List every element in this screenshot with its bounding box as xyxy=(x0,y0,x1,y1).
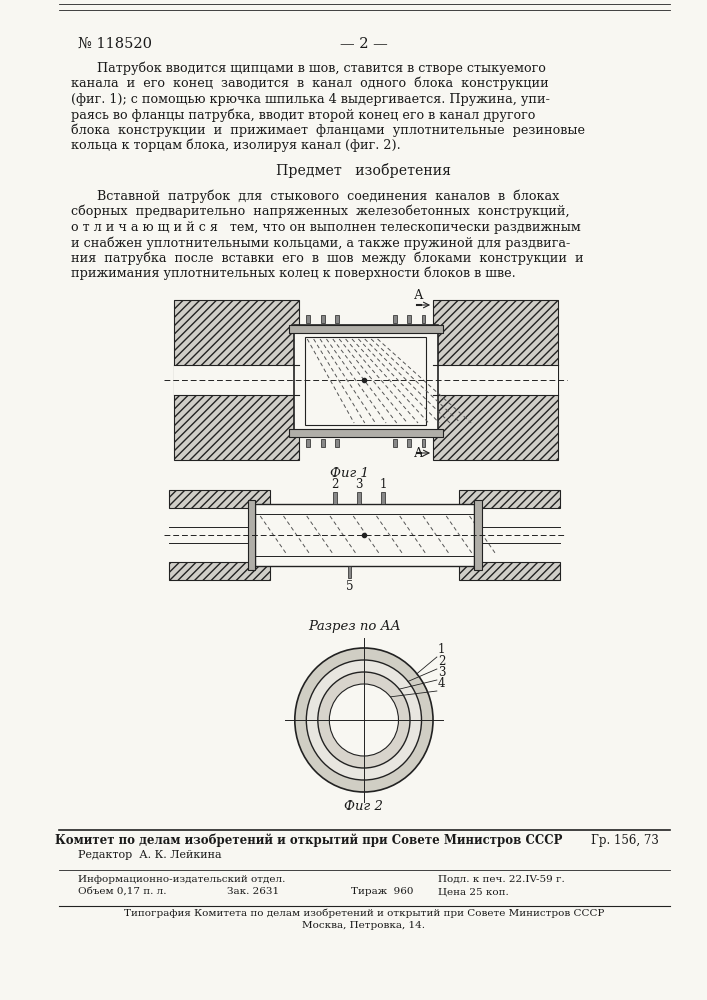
Bar xyxy=(289,325,443,333)
Text: Предмет   изобретения: Предмет изобретения xyxy=(276,163,451,178)
Bar xyxy=(294,325,438,437)
Bar xyxy=(169,490,270,508)
Text: прижимания уплотнительных колец к поверхности блоков в шве.: прижимания уплотнительных колец к поверх… xyxy=(71,267,516,280)
Text: Тираж  960: Тираж 960 xyxy=(351,887,414,896)
Text: Патрубок вводится щипцами в шов, ставится в створе стыкуемого: Патрубок вводится щипцами в шов, ставитс… xyxy=(97,62,546,75)
Bar xyxy=(459,490,560,508)
Bar xyxy=(474,500,482,570)
Bar xyxy=(247,500,255,570)
Circle shape xyxy=(318,672,410,768)
Bar xyxy=(321,439,325,447)
Text: кольца к торцам блока, изолируя канал (фиг. 2).: кольца к торцам блока, изолируя канал (ф… xyxy=(71,139,401,152)
Bar xyxy=(289,429,443,437)
Text: Разрез по АА: Разрез по АА xyxy=(308,620,401,633)
Bar xyxy=(357,492,361,504)
Text: 4: 4 xyxy=(438,677,445,690)
Bar xyxy=(348,566,351,578)
Text: Фиг 1: Фиг 1 xyxy=(330,467,369,480)
Bar xyxy=(174,365,298,395)
Text: 2: 2 xyxy=(438,655,445,668)
Bar xyxy=(306,315,310,323)
Bar xyxy=(392,315,397,323)
Bar xyxy=(392,439,397,447)
Circle shape xyxy=(329,684,399,756)
Text: Цена 25 коп.: Цена 25 коп. xyxy=(438,887,508,896)
Bar xyxy=(306,439,310,447)
Bar xyxy=(174,300,298,460)
Bar xyxy=(421,315,426,323)
Text: сборных  предварительно  напряженных  железобетонных  конструкций,: сборных предварительно напряженных желез… xyxy=(71,205,570,219)
Bar xyxy=(433,365,558,395)
Text: Комитет по делам изобретений и открытий при Совете Министров СССР: Комитет по делам изобретений и открытий … xyxy=(54,834,562,847)
Text: 3: 3 xyxy=(356,478,363,491)
Bar xyxy=(333,492,337,504)
Text: Москва, Петровка, 14.: Москва, Петровка, 14. xyxy=(303,921,426,930)
Bar xyxy=(321,315,325,323)
Bar xyxy=(421,439,426,447)
Text: Информационно-издательский отдел.: Информационно-издательский отдел. xyxy=(78,875,285,884)
Bar xyxy=(305,337,426,425)
Text: А: А xyxy=(414,447,423,460)
Bar xyxy=(335,439,339,447)
Bar xyxy=(255,504,474,566)
Text: — 2 —: — 2 — xyxy=(340,37,387,51)
Text: № 118520: № 118520 xyxy=(78,37,152,51)
Circle shape xyxy=(295,648,433,792)
Text: ния  патрубка  после  вставки  его  в  шов  между  блоками  конструкции  и: ния патрубка после вставки его в шов меж… xyxy=(71,251,584,265)
Bar xyxy=(407,439,411,447)
Text: о т л и ч а ю щ и й с я   тем, что он выполнен телескопически раздвижным: о т л и ч а ю щ и й с я тем, что он выпо… xyxy=(71,221,581,234)
Text: 3: 3 xyxy=(438,666,445,679)
Text: канала  и  его  конец  заводится  в  канал  одного  блока  конструкции: канала и его конец заводится в канал одн… xyxy=(71,77,549,91)
Text: А: А xyxy=(414,289,423,302)
Text: Зак. 2631: Зак. 2631 xyxy=(227,887,279,896)
Text: Гр. 156, 73: Гр. 156, 73 xyxy=(592,834,660,847)
Text: и снабжен уплотнительными кольцами, а также пружиной для раздвига-: и снабжен уплотнительными кольцами, а та… xyxy=(71,236,571,249)
Text: 5: 5 xyxy=(346,580,354,593)
Bar xyxy=(169,562,270,580)
Text: 2: 2 xyxy=(332,478,339,491)
Text: Вставной  патрубок  для  стыкового  соединения  каналов  в  блоках: Вставной патрубок для стыкового соединен… xyxy=(97,190,559,203)
Text: Объем 0,17 п. л.: Объем 0,17 п. л. xyxy=(78,887,166,896)
Text: раясь во фланцы патрубка, вводит второй конец его в канал другого: раясь во фланцы патрубка, вводит второй … xyxy=(71,108,535,121)
Bar xyxy=(459,562,560,580)
Text: Редактор  А. К. Лейкина: Редактор А. К. Лейкина xyxy=(78,850,221,860)
Circle shape xyxy=(306,660,421,780)
Text: Фиг 2: Фиг 2 xyxy=(344,800,383,813)
Text: 1: 1 xyxy=(380,478,387,491)
Text: блока  конструкции  и  прижимает  фланцами  уплотнительные  резиновые: блока конструкции и прижимает фланцами у… xyxy=(71,123,585,137)
Text: (фиг. 1); с помощью крючка шпилька 4 выдергивается. Пружина, упи-: (фиг. 1); с помощью крючка шпилька 4 выд… xyxy=(71,93,550,106)
Text: Типография Комитета по делам изобретений и открытий при Совете Министров СССР: Типография Комитета по делам изобретений… xyxy=(124,908,604,918)
Bar xyxy=(335,315,339,323)
Bar xyxy=(433,300,558,460)
Bar xyxy=(381,492,385,504)
Text: Подл. к печ. 22.IV-59 г.: Подл. к печ. 22.IV-59 г. xyxy=(438,875,565,884)
Bar xyxy=(407,315,411,323)
Text: 1: 1 xyxy=(438,643,445,656)
